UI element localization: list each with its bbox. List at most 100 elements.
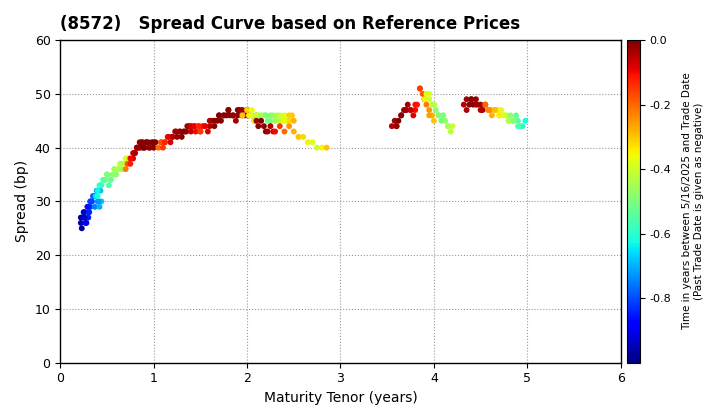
Point [199,123,211,129]
Point [143,144,155,151]
Point [256,112,267,119]
Point [118,160,130,167]
Point [178,128,189,135]
Point [84,198,96,205]
Point [232,107,243,113]
Point [258,112,270,119]
Y-axis label: Time in years between 5/16/2025 and Trade Date
(Past Trade Date is given as nega: Time in years between 5/16/2025 and Trad… [682,73,703,330]
Point [508,118,519,124]
Point [395,112,407,119]
Point [466,96,477,102]
Y-axis label: Spread (bp): Spread (bp) [15,160,29,242]
Point [498,112,510,119]
Point [103,182,114,189]
Point [95,187,107,194]
Point [221,112,233,119]
Point [251,112,262,119]
Point [265,118,276,124]
Point [176,134,187,140]
Point [249,118,261,124]
Point [86,198,97,205]
Point [461,96,472,102]
Point [480,101,491,108]
Point [166,134,178,140]
Point [90,193,102,199]
Point [202,128,214,135]
Point [438,112,449,119]
Point [111,171,122,178]
Point [190,128,202,135]
Point [520,118,531,124]
Point [503,118,514,124]
Point [105,176,117,183]
Point [174,128,186,135]
Point [120,155,132,162]
Point [237,112,248,119]
Point [120,166,132,173]
Point [258,123,270,129]
Point [92,198,104,205]
Point [116,166,127,173]
Point [130,150,141,156]
Point [112,166,124,173]
Point [94,203,105,210]
Point [114,160,126,167]
Point [438,112,449,119]
Point [102,171,113,178]
Point [428,101,440,108]
Point [237,112,248,119]
Point [181,123,193,129]
Point [302,139,313,146]
Point [88,193,99,199]
Point [265,123,276,129]
Point [153,144,164,151]
Point [140,139,152,146]
Point [472,101,484,108]
Point [212,118,223,124]
Point [284,123,295,129]
Point [189,123,201,129]
Point [91,187,102,194]
Point [410,101,421,108]
Point [84,203,96,210]
Point [78,209,90,215]
Point [130,150,141,156]
Point [138,144,150,151]
Point [162,134,174,140]
Point [156,139,167,146]
Point [96,198,107,205]
Point [184,123,195,129]
Point [426,112,438,119]
Point [157,144,168,151]
Point [136,139,148,146]
Point [470,96,482,102]
Point [260,112,271,119]
Point [495,107,507,113]
Point [493,112,505,119]
Point [148,139,159,146]
Point [262,128,274,135]
Point [408,112,419,119]
Point [267,128,279,135]
Point [109,166,120,173]
Point [461,107,472,113]
Point [256,118,267,124]
Point [194,128,206,135]
Point [433,112,444,119]
Point [274,118,286,124]
Point [307,139,318,146]
Point [144,144,156,151]
Point [240,112,251,119]
Point [419,96,431,102]
Point [503,118,514,124]
Point [445,128,456,135]
Point [232,112,243,119]
Point [484,107,495,113]
Point [105,176,117,183]
Point [391,123,402,129]
Point [99,176,111,183]
Point [78,209,89,215]
Point [185,128,197,135]
Point [400,107,412,113]
Point [241,107,253,113]
